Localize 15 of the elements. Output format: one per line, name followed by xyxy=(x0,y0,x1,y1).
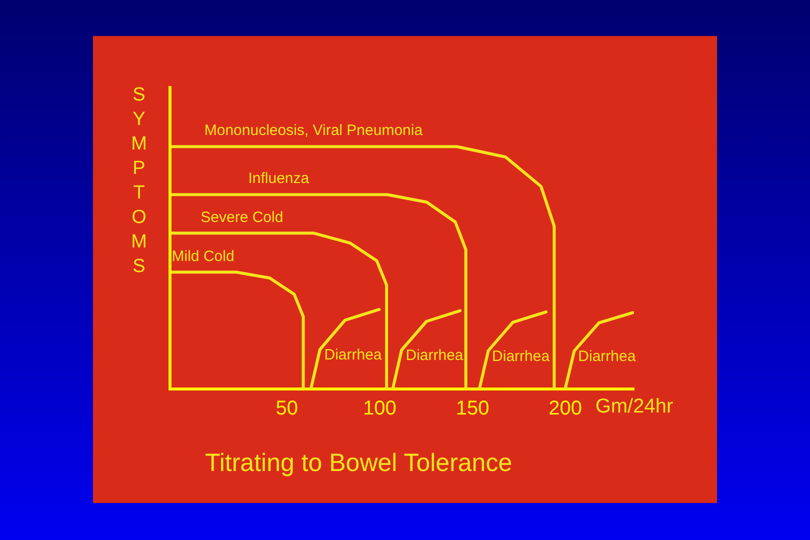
series-label: Diarrhea xyxy=(406,347,464,364)
x-tick-label: 150 xyxy=(456,398,490,420)
x-tick-label: 200 xyxy=(548,398,582,420)
series-label: Influenza xyxy=(248,170,310,188)
x-tick-label: 100 xyxy=(363,398,396,420)
series-label: Diarrhea xyxy=(324,346,382,364)
series-label: Mild Cold xyxy=(172,248,234,265)
series-label: Severe Cold xyxy=(200,208,284,226)
y-axis-title: SYMPTOMS xyxy=(131,84,147,278)
series-label: Mononucleosis, Viral Pneumonia xyxy=(204,122,424,140)
x-axis-title: Gm/24hr xyxy=(595,396,674,418)
x-tick-label: 50 xyxy=(276,398,298,420)
text: Titrating to Bowel Tolerance xyxy=(205,448,512,477)
series-label: Diarrhea xyxy=(578,348,636,366)
series-label: Diarrhea xyxy=(492,348,550,365)
